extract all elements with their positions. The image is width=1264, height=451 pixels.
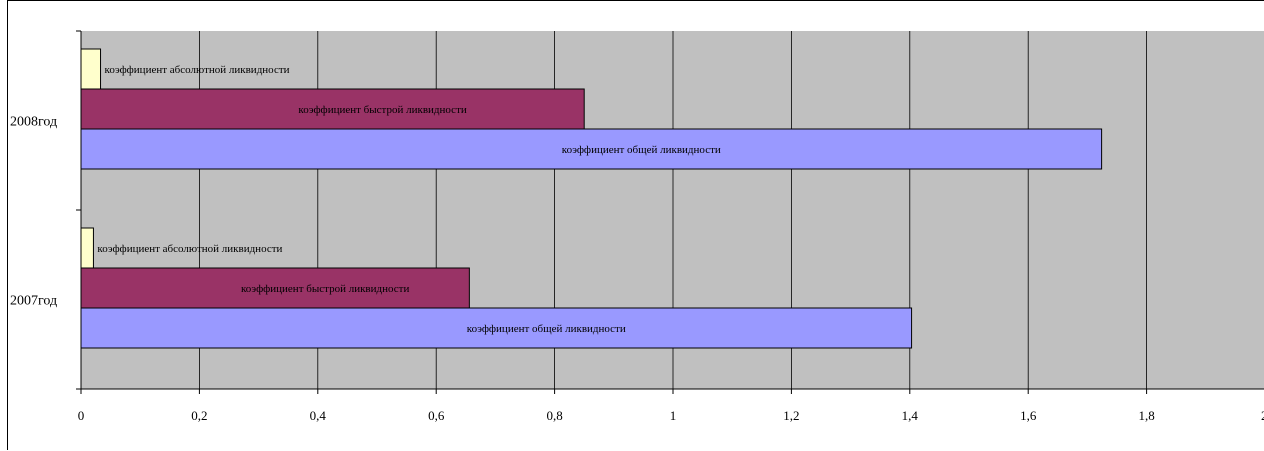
category-label: 2008год bbox=[10, 115, 57, 130]
bar-data-label: коэффициент общей ликвидности bbox=[562, 144, 721, 156]
x-tick-label: 0 bbox=[78, 408, 85, 423]
x-tick-label: 0,2 bbox=[191, 408, 207, 423]
x-tick-label: 0,6 bbox=[428, 408, 445, 423]
x-tick-label: 1,6 bbox=[1020, 408, 1037, 423]
bar-data-label: коэффициент абсолютной ликвидности bbox=[105, 64, 290, 76]
bar-chart: 0 0,2 0,4 0,6 0,8 1 1,2 1,4 1,6 1,8 2 2008год коэффи… bbox=[10, 30, 1264, 423]
bar-data-label: коэффициент абсолютной ликвидности bbox=[97, 243, 282, 255]
x-tick-label: 1,8 bbox=[1138, 408, 1154, 423]
bar bbox=[80, 88, 585, 130]
bar-data-label: коэффициент общей ликвидности bbox=[467, 323, 626, 335]
bar-data-label: коэффициент быстрой ликвидности bbox=[241, 283, 409, 295]
bar bbox=[80, 267, 470, 309]
x-tick-label: 0,4 bbox=[310, 408, 327, 423]
category-label: 2007год bbox=[10, 294, 57, 309]
bar-data-label: коэффициент быстрой ликвидности bbox=[298, 104, 466, 116]
x-tick-label: 1 bbox=[670, 408, 677, 423]
x-tick-label: 2 bbox=[1261, 408, 1264, 423]
x-tick-label: 1,4 bbox=[902, 408, 919, 423]
bar bbox=[80, 48, 102, 90]
x-tick-label: 1,2 bbox=[783, 408, 799, 423]
bar bbox=[80, 307, 913, 349]
bar bbox=[80, 227, 94, 269]
chart-frame: 0 0,2 0,4 0,6 0,8 1 1,2 1,4 1,6 1,8 2 2008год коэффи… bbox=[7, 0, 1264, 450]
bar bbox=[80, 128, 1103, 170]
x-tick-label: 0,8 bbox=[546, 408, 562, 423]
